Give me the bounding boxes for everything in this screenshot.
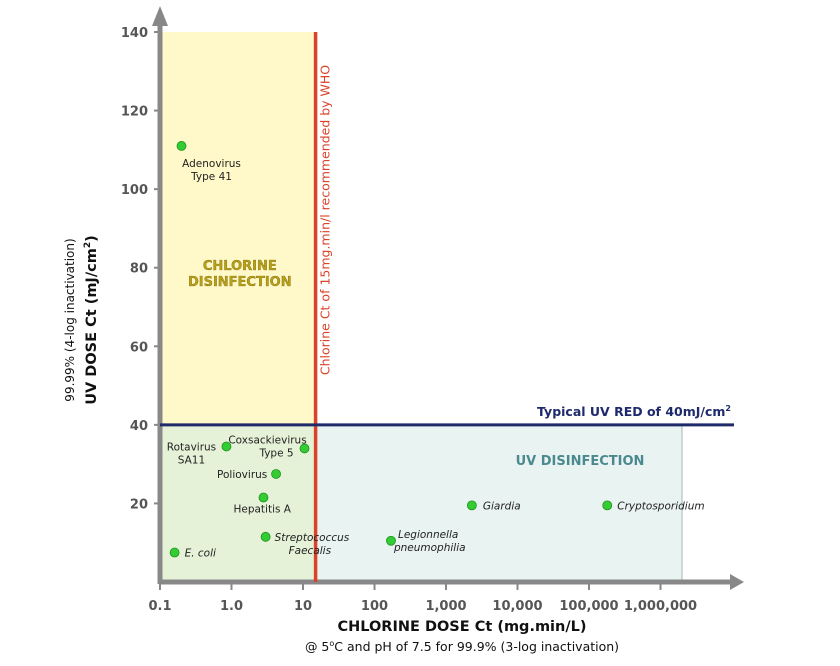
data-point-label-9: Cryptosporidium — [617, 500, 704, 512]
data-point-label-2: Coxsackievirus Type 5 — [228, 434, 306, 459]
x-tick-label-4: 1,000 — [425, 599, 466, 614]
axis-titles: CHLORINE DOSE Ct (mg.min/L) @ 5oC and pH… — [63, 235, 619, 654]
reference-lines: Chlorine Ct of 15mg.min/l recommended by… — [160, 32, 734, 582]
region-labels: CHLORINE DISINFECTION UV DISINFECTION — [188, 259, 645, 469]
data-point-4 — [258, 492, 269, 503]
y-tick-label-5: 120 — [121, 105, 148, 120]
data-point-label-0-line-1: Type 41 — [190, 171, 232, 183]
data-point-label-1: Rotavirus SA11 — [167, 441, 216, 466]
overlap-region — [160, 424, 316, 582]
y-axis-title-sup: 2 — [83, 242, 93, 248]
x-axis-title: CHLORINE DOSE Ct (mg.min/L) — [337, 619, 586, 635]
data-point-1 — [221, 441, 232, 452]
y-tick-label-2: 60 — [130, 340, 148, 355]
data-point-label-6: E. coli — [185, 548, 216, 560]
chlorine-disinfection-label: CHLORINE DISINFECTION — [188, 259, 292, 290]
data-point-7 — [386, 535, 396, 546]
y-tick-label-6: 140 — [121, 26, 148, 41]
x-axis-subtitle-suffix: C and pH of 7.5 for 99.9% (3-log inactiv… — [334, 639, 619, 654]
data-point-label-7-line-0: Legionnella — [398, 529, 458, 541]
data-point-6 — [169, 547, 180, 558]
y-tick-label-1: 40 — [130, 419, 148, 434]
data-point-label-0-line-0: Adenovirus — [182, 158, 241, 170]
uv-red-label-sup: 2 — [725, 404, 731, 413]
data-point-label-0: Adenovirus Type 41 — [182, 158, 241, 183]
x-tick-label-1: 1.0 — [220, 599, 243, 614]
x-ticks: 0.1 1.0 10 100 1,000 10,000 100,000 1,000,000 — [148, 584, 697, 614]
data-point-label-4: Hepatitis A — [233, 504, 291, 516]
data-point-label-3-line-0: Poliovirus — [217, 469, 267, 481]
y-axis-title-main: UV DOSE Ct (mJ/cm — [84, 248, 100, 405]
data-point-2 — [299, 443, 310, 454]
data-point-label-2-line-1: Type 5 — [258, 447, 293, 459]
data-point-label-7-line-1: pneumophilia — [393, 542, 466, 554]
data-point-label-5: Streptococcus Faecalis — [275, 532, 350, 557]
data-points: Adenovirus Type 41 Rotavirus SA11 Coxsackiev… — [167, 141, 705, 560]
x-tick-label-7: 1,000,000 — [624, 599, 697, 614]
data-point-label-2-line-0: Coxsackievirus — [228, 434, 306, 446]
data-point-label-1-line-1: SA11 — [178, 454, 205, 466]
data-point-3 — [271, 469, 281, 479]
chlorine-disinfection-line-1: DISINFECTION — [188, 275, 292, 290]
regions-layer — [159, 32, 683, 583]
y-axis-subtitle: 99.99% (4-log inactivation) — [63, 238, 77, 401]
x-axis-subtitle: @ 5oC and pH of 7.5 for 99.9% (3-log ina… — [305, 639, 619, 654]
uv-red-label-main: Typical UV RED of 40mJ/cm — [537, 404, 725, 419]
chlorine-who-label: Chlorine Ct of 15mg.min/l recommended by… — [318, 65, 333, 375]
data-point-5 — [260, 531, 271, 542]
data-point-8 — [466, 500, 477, 511]
chlorine-region — [160, 32, 316, 425]
y-axis-title-close: ) — [84, 235, 100, 242]
data-point-label-3: Poliovirus — [217, 469, 267, 481]
data-point-label-8-line-0: Giardia — [483, 500, 521, 512]
x-axis-subtitle-degree: o — [329, 639, 334, 648]
x-tick-label-0: 0.1 — [148, 599, 171, 614]
data-point-label-8: Giardia — [483, 500, 521, 512]
y-axis-arrow — [152, 6, 168, 26]
y-tick-label-0: 20 — [130, 497, 148, 512]
data-point-label-9-line-0: Cryptosporidium — [617, 500, 704, 512]
y-ticks: 20 40 60 80 100 120 140 — [121, 26, 158, 512]
data-point-0 — [176, 141, 187, 151]
data-point-label-7: Legionnella pneumophilia — [393, 529, 466, 554]
x-tick-label-6: 100,000 — [559, 599, 618, 614]
y-tick-label-3: 80 — [130, 262, 148, 277]
y-tick-label-4: 100 — [121, 183, 148, 198]
x-tick-label-3: 100 — [361, 599, 388, 614]
data-point-label-4-line-0: Hepatitis A — [233, 504, 291, 516]
data-point-label-5-line-0: Streptococcus — [275, 532, 350, 544]
x-axis-subtitle-prefix: @ 5 — [305, 639, 329, 654]
axes — [152, 6, 744, 590]
x-tick-label-5: 10,000 — [492, 599, 542, 614]
uv-red-label: Typical UV RED of 40mJ/cm2 — [537, 404, 731, 419]
data-point-9 — [602, 500, 613, 511]
data-point-label-1-line-0: Rotavirus — [167, 441, 216, 453]
x-tick-label-2: 10 — [294, 599, 312, 614]
y-axis-title: UV DOSE Ct (mJ/cm2) — [83, 235, 100, 404]
uv-disinfection-label: UV DISINFECTION — [516, 454, 645, 469]
data-point-label-6-line-0: E. coli — [185, 548, 216, 560]
chlorine-disinfection-line-0: CHLORINE — [203, 259, 277, 274]
x-axis-arrow — [730, 574, 744, 590]
data-point-label-5-line-1: Faecalis — [289, 545, 332, 557]
